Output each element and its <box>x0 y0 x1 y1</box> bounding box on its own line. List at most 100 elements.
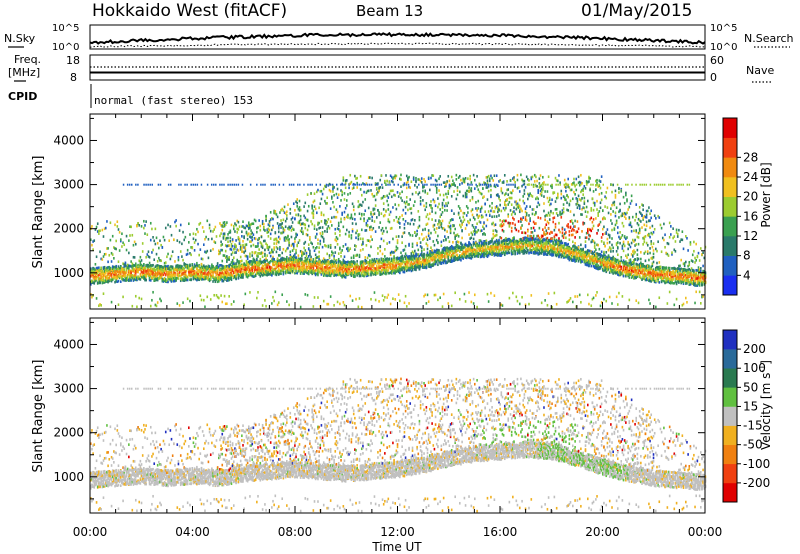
power-cell <box>411 268 414 272</box>
power-cell <box>231 274 234 277</box>
power-cell <box>382 268 385 271</box>
power-cell <box>114 247 116 250</box>
power-cell <box>169 268 172 272</box>
power-cell <box>331 224 333 227</box>
power-cell <box>350 261 353 265</box>
power-cell <box>465 195 468 199</box>
power-cell <box>264 254 266 257</box>
power-cell <box>449 231 452 235</box>
power-cell <box>91 273 93 277</box>
power-cell <box>113 265 115 269</box>
power-cell <box>273 258 275 261</box>
power-cell <box>385 272 387 276</box>
power-cell <box>232 270 235 274</box>
power-cell <box>211 267 213 270</box>
power-cell <box>283 261 286 264</box>
power-cell <box>176 264 179 267</box>
power-cell <box>212 275 214 278</box>
power-cell <box>417 178 420 181</box>
power-cell <box>332 187 334 191</box>
power-cell <box>230 276 233 279</box>
power-cell <box>216 269 219 272</box>
power-cell <box>351 264 354 268</box>
power-cell <box>371 258 373 261</box>
power-cell <box>259 257 262 261</box>
power-cell <box>289 267 292 270</box>
power-cell <box>264 271 266 274</box>
power-cell <box>345 247 348 251</box>
power-cell <box>226 221 228 224</box>
power-cell <box>350 271 353 275</box>
power-cell <box>181 278 183 281</box>
power-cell <box>298 239 301 242</box>
power-cell <box>249 226 251 230</box>
power-cell <box>91 243 93 247</box>
power-cell <box>313 296 316 299</box>
power-cell <box>356 269 358 273</box>
power-cell <box>224 256 227 259</box>
power-cell <box>100 274 102 278</box>
power-cell <box>131 264 134 267</box>
power-cell <box>326 260 328 264</box>
power-cell <box>171 250 174 254</box>
power-cell <box>442 251 445 254</box>
power-cell <box>344 179 347 183</box>
power-cell <box>107 280 109 283</box>
power-cell <box>226 270 228 274</box>
power-cell <box>392 264 394 268</box>
power-cell <box>292 254 295 258</box>
power-cell <box>250 229 252 232</box>
power-cell <box>400 259 402 263</box>
power-cell <box>370 235 372 238</box>
power-cell <box>177 255 180 259</box>
power-cell <box>319 271 322 274</box>
power-cell <box>199 272 202 276</box>
power-cell <box>134 272 137 275</box>
power-cell <box>196 276 198 279</box>
power-cell <box>462 194 465 198</box>
power-cell <box>107 276 109 280</box>
power-cell <box>164 267 167 271</box>
power-cell <box>198 278 200 282</box>
power-cell <box>362 237 364 241</box>
power-cell <box>290 263 293 267</box>
power-cell <box>109 270 112 274</box>
power-cell <box>274 212 277 215</box>
power-cell <box>100 269 102 273</box>
power-cell <box>230 273 233 276</box>
power-cell <box>205 276 207 279</box>
power-cell <box>302 265 304 268</box>
power-cell <box>401 262 403 265</box>
power-cell <box>415 176 417 180</box>
power-cell <box>335 269 338 272</box>
power-cell <box>372 259 375 263</box>
power-cell <box>201 266 204 270</box>
power-cell <box>329 246 332 249</box>
power-cell <box>280 219 282 222</box>
power-cell <box>126 263 129 267</box>
power-cell <box>156 266 159 269</box>
power-cell <box>193 263 196 266</box>
power-cell <box>102 275 105 279</box>
power-cell <box>214 271 217 274</box>
power-cell <box>265 266 267 269</box>
power-cell <box>404 219 407 223</box>
power-cell <box>387 261 390 264</box>
power-cell <box>417 261 420 265</box>
power-cell <box>129 275 131 278</box>
power-cell <box>115 269 117 273</box>
power-cell <box>114 274 116 277</box>
power-cell <box>200 257 203 261</box>
power-cell <box>299 266 302 270</box>
power-cell <box>192 237 195 241</box>
power-cell <box>332 184 334 188</box>
power-cell <box>287 227 289 230</box>
power-cell <box>394 269 397 273</box>
power-cell <box>470 181 473 184</box>
power-cell <box>418 191 421 194</box>
power-cell <box>182 266 184 270</box>
power-cell <box>442 259 445 262</box>
power-cell <box>469 174 471 178</box>
power-cell <box>222 265 225 268</box>
